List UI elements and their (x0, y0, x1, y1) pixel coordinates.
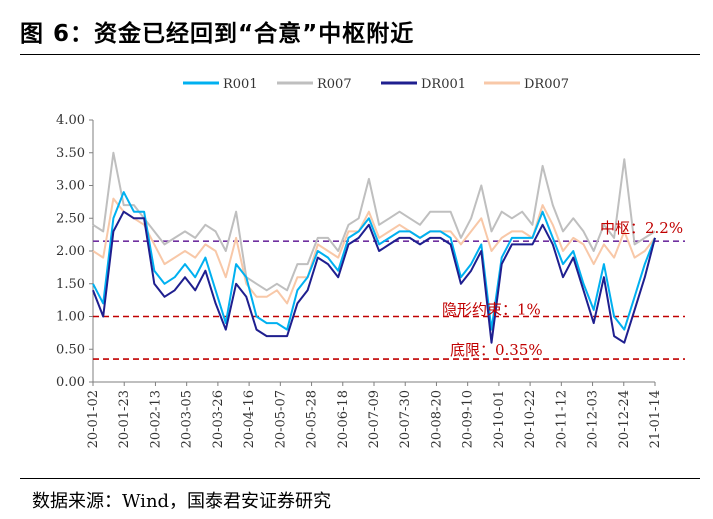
x-tick-label: 20-03-26 (211, 390, 226, 448)
reference-lines (93, 240, 685, 360)
x-tick-label: 20-07-09 (367, 390, 382, 448)
legend-label: DR001 (421, 77, 466, 92)
y-tick-label: 3.00 (56, 179, 85, 194)
legend-label: R007 (317, 77, 352, 92)
y-axis: 0.00 0.50 1.00 1.50 2.00 2.50 3.00 3.50 4.00 (56, 113, 94, 390)
x-tick-label: 20-05-07 (273, 390, 288, 448)
y-tick-label: 1.00 (56, 310, 85, 325)
legend-label: DR007 (524, 77, 569, 92)
x-tick-label: 20-08-20 (429, 390, 444, 448)
series-line-dr001 (92, 210, 656, 344)
x-tick-label: 20-02-13 (148, 390, 163, 448)
x-tick-label: 20-01-23 (117, 390, 132, 448)
series-line-r001 (92, 191, 656, 331)
y-tick-label: 3.50 (56, 146, 85, 161)
x-tick-label: 20-03-05 (180, 390, 195, 448)
x-axis: 20-01-02 20-01-23 20-02-13 20-03-05 20-03-26… (86, 381, 663, 448)
x-tick-label: 20-09-10 (461, 390, 476, 448)
series-line-r007 (92, 151, 656, 292)
series-lines (92, 151, 656, 344)
legend-label: R001 (223, 77, 258, 92)
x-tick-label: 20-12-24 (617, 390, 632, 448)
x-tick-label: 20-10-01 (492, 390, 507, 448)
figure-title: 图 6：资金已经回到“合意”中枢附近 (20, 21, 415, 47)
x-tick-label: 20-11-12 (554, 390, 569, 448)
x-tick-label: 20-10-22 (523, 390, 538, 448)
title-rule (20, 54, 700, 55)
y-tick-label: 1.50 (56, 277, 85, 292)
annotations: 中枢：2.2% 隐形约束：1% 底限：0.35% (442, 219, 683, 359)
x-tick-label: 20-04-16 (242, 390, 257, 448)
x-tick-label: 20-05-28 (305, 390, 320, 448)
y-tick-label: 2.00 (56, 244, 85, 259)
x-tick-label: 20-06-18 (336, 390, 351, 448)
line-chart: R001 R007 DR001 DR007 0.00 0.50 1.00 1.50 2.00 2… (56, 77, 685, 448)
source-note: 数据来源：Wind，国泰君安证券研究 (32, 491, 332, 512)
y-tick-label: 0.00 (56, 375, 85, 390)
y-tick-label: 2.50 (56, 211, 85, 226)
reference-line-label: 底限：0.35% (450, 341, 543, 359)
x-tick-label: 20-12-03 (586, 390, 601, 448)
x-tick-label: 21-01-14 (648, 390, 663, 448)
source-rule (20, 478, 700, 479)
y-tick-label: 4.00 (56, 113, 85, 128)
series-line-dr007 (92, 197, 656, 305)
reference-line-label: 隐形约束：1% (442, 301, 541, 319)
x-tick-label: 20-01-02 (86, 390, 101, 448)
legend: R001 R007 DR001 DR007 (183, 77, 569, 92)
x-tick-label: 20-07-30 (398, 390, 413, 448)
reference-line-label: 中枢：2.2% (600, 219, 683, 237)
y-tick-label: 0.50 (56, 342, 85, 357)
